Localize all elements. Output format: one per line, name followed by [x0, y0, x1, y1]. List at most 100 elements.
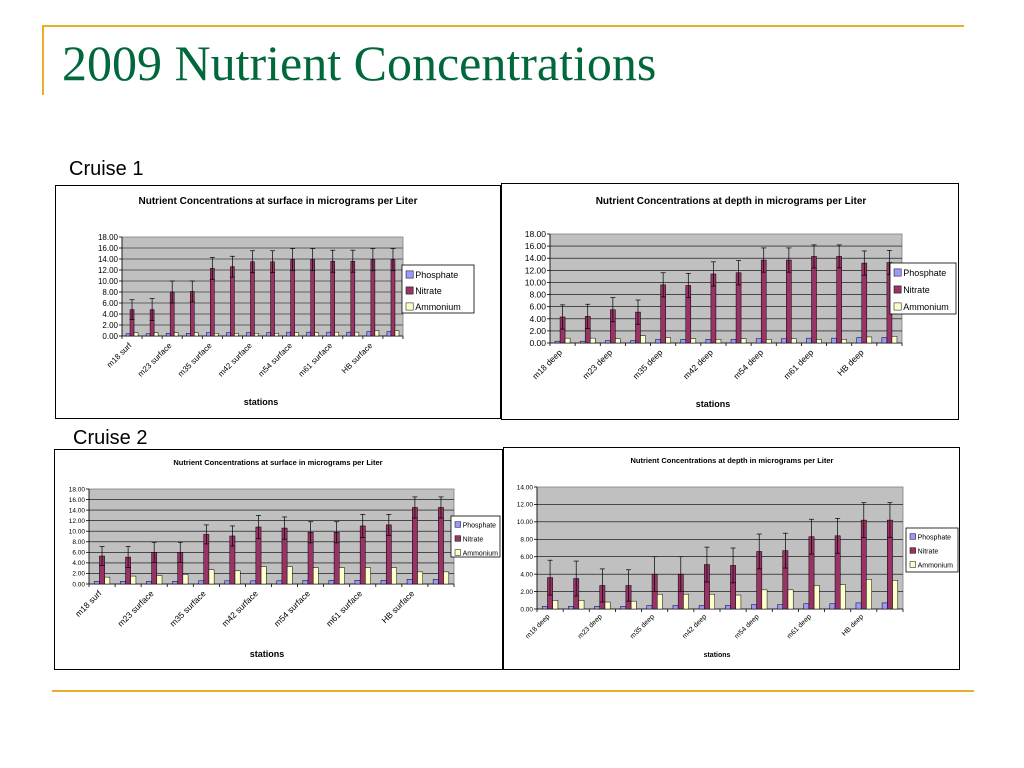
- bar-nitrate: [390, 259, 396, 337]
- bar-phosphate: [326, 331, 331, 337]
- bar-ammonium: [552, 600, 559, 610]
- y-tick-label: 16.00: [69, 497, 86, 504]
- bar-ammonium: [274, 333, 279, 337]
- legend-swatch-phosphate: [909, 533, 916, 540]
- bar-ammonium: [214, 333, 219, 337]
- x-category-label: m23 deep: [577, 613, 604, 640]
- y-tick-label: 2.00: [102, 321, 118, 330]
- bar-nitrate: [836, 256, 842, 344]
- x-category-label: m18 deep: [530, 347, 564, 381]
- bar-phosphate: [250, 580, 257, 585]
- bar-ammonium: [657, 593, 663, 610]
- y-tick-label: 12.00: [525, 265, 547, 275]
- legend-swatch-ammonium: [893, 302, 902, 311]
- bar-phosphate: [568, 606, 574, 610]
- bar-phosphate: [579, 340, 586, 344]
- bar-phosphate: [346, 331, 352, 337]
- bar-ammonium: [312, 567, 319, 585]
- bar-ammonium: [816, 339, 822, 344]
- bar-ammonium: [761, 589, 768, 610]
- bar-ammonium: [564, 337, 571, 344]
- y-tick-label: 0.00: [102, 332, 118, 341]
- bar-nitrate: [370, 259, 376, 337]
- legend-swatch-phosphate: [454, 521, 461, 528]
- legend-label-ammonium: Ammonium: [903, 302, 949, 312]
- bar-ammonium: [866, 579, 872, 610]
- bar-phosphate: [594, 606, 600, 610]
- bar-phosphate: [286, 331, 291, 337]
- bar-ammonium: [765, 339, 772, 344]
- x-category-label: m18 surf: [73, 588, 104, 619]
- bar-phosphate: [541, 606, 548, 610]
- y-tick-label: 0.00: [529, 338, 546, 348]
- y-tick-label: 8.00: [520, 537, 533, 544]
- x-category-label: m42 deep: [681, 347, 715, 381]
- bar-ammonium: [665, 337, 671, 344]
- bar-ammonium: [787, 589, 794, 610]
- bar-ammonium: [891, 336, 898, 344]
- plot-area: [549, 233, 903, 344]
- x-category-label: m61 surface: [297, 341, 335, 379]
- legend-label-nitrate: Nitrate: [415, 286, 442, 296]
- bar-ammonium: [589, 337, 596, 344]
- plot-area: [121, 236, 404, 337]
- bar-phosphate: [246, 332, 251, 337]
- x-axis-label: stations: [704, 652, 731, 659]
- bar-nitrate: [310, 259, 315, 337]
- legend-swatch-phosphate: [405, 270, 414, 279]
- y-tick-label: 8.00: [72, 539, 85, 546]
- chart-cruise2-surface-svg: Nutrient Concentrations at surface in mi…: [69, 458, 501, 659]
- y-tick-label: 10.00: [69, 528, 86, 535]
- bar-phosphate: [777, 604, 783, 610]
- bar-phosphate: [386, 331, 392, 337]
- y-tick-label: 18.00: [69, 486, 86, 493]
- bar-ammonium: [715, 339, 722, 344]
- legend-label-ammonium: Ammonium: [918, 563, 954, 570]
- bar-phosphate: [366, 331, 372, 337]
- bar-phosphate: [751, 604, 757, 610]
- legend-label-ammonium: Ammonium: [463, 551, 499, 558]
- legend-swatch-ammonium: [405, 302, 414, 311]
- bar-phosphate: [698, 605, 705, 610]
- y-tick-label: 6.00: [72, 550, 85, 557]
- bar-ammonium: [813, 585, 820, 610]
- y-tick-label: 18.00: [525, 229, 547, 239]
- bar-ammonium: [173, 332, 179, 337]
- bar-ammonium: [294, 332, 299, 337]
- x-category-label: m42 surface: [216, 341, 254, 379]
- bar-phosphate: [145, 333, 151, 337]
- bar-phosphate: [226, 332, 231, 337]
- bar-phosphate: [672, 605, 679, 610]
- legend-label-phosphate: Phosphate: [415, 270, 458, 280]
- x-category-label: m35 surface: [168, 588, 208, 628]
- y-tick-label: 14.00: [525, 253, 547, 263]
- bar-ammonium: [286, 566, 293, 585]
- bar-phosphate: [146, 581, 152, 585]
- legend-swatch-nitrate: [893, 285, 902, 294]
- bar-phosphate: [630, 340, 636, 344]
- y-tick-label: 10.00: [98, 277, 119, 286]
- bar-phosphate: [803, 603, 810, 610]
- y-tick-label: 6.00: [102, 299, 118, 308]
- legend-label-nitrate: Nitrate: [903, 285, 930, 295]
- bar-phosphate: [354, 580, 361, 585]
- y-tick-label: 8.00: [529, 290, 546, 300]
- bar-phosphate: [856, 337, 863, 344]
- bar-ammonium: [334, 331, 340, 337]
- bar-ammonium: [709, 593, 716, 610]
- bar-ammonium: [130, 575, 137, 585]
- x-category-label: m61 deep: [782, 347, 816, 381]
- y-tick-label: 0.00: [520, 606, 533, 613]
- x-axis-label: stations: [696, 399, 731, 409]
- bar-phosphate: [206, 332, 211, 337]
- y-tick-label: 8.00: [102, 288, 118, 297]
- bar-ammonium: [234, 333, 239, 337]
- x-category-label: HB surface: [340, 341, 375, 376]
- bar-ammonium: [260, 566, 267, 585]
- legend-swatch-nitrate: [405, 286, 414, 295]
- x-axis-label: stations: [244, 397, 279, 407]
- x-category-label: m61 deep: [786, 613, 813, 640]
- bar-phosphate: [655, 339, 661, 344]
- x-category-label: m54 surface: [257, 341, 295, 379]
- y-tick-label: 6.00: [520, 554, 533, 561]
